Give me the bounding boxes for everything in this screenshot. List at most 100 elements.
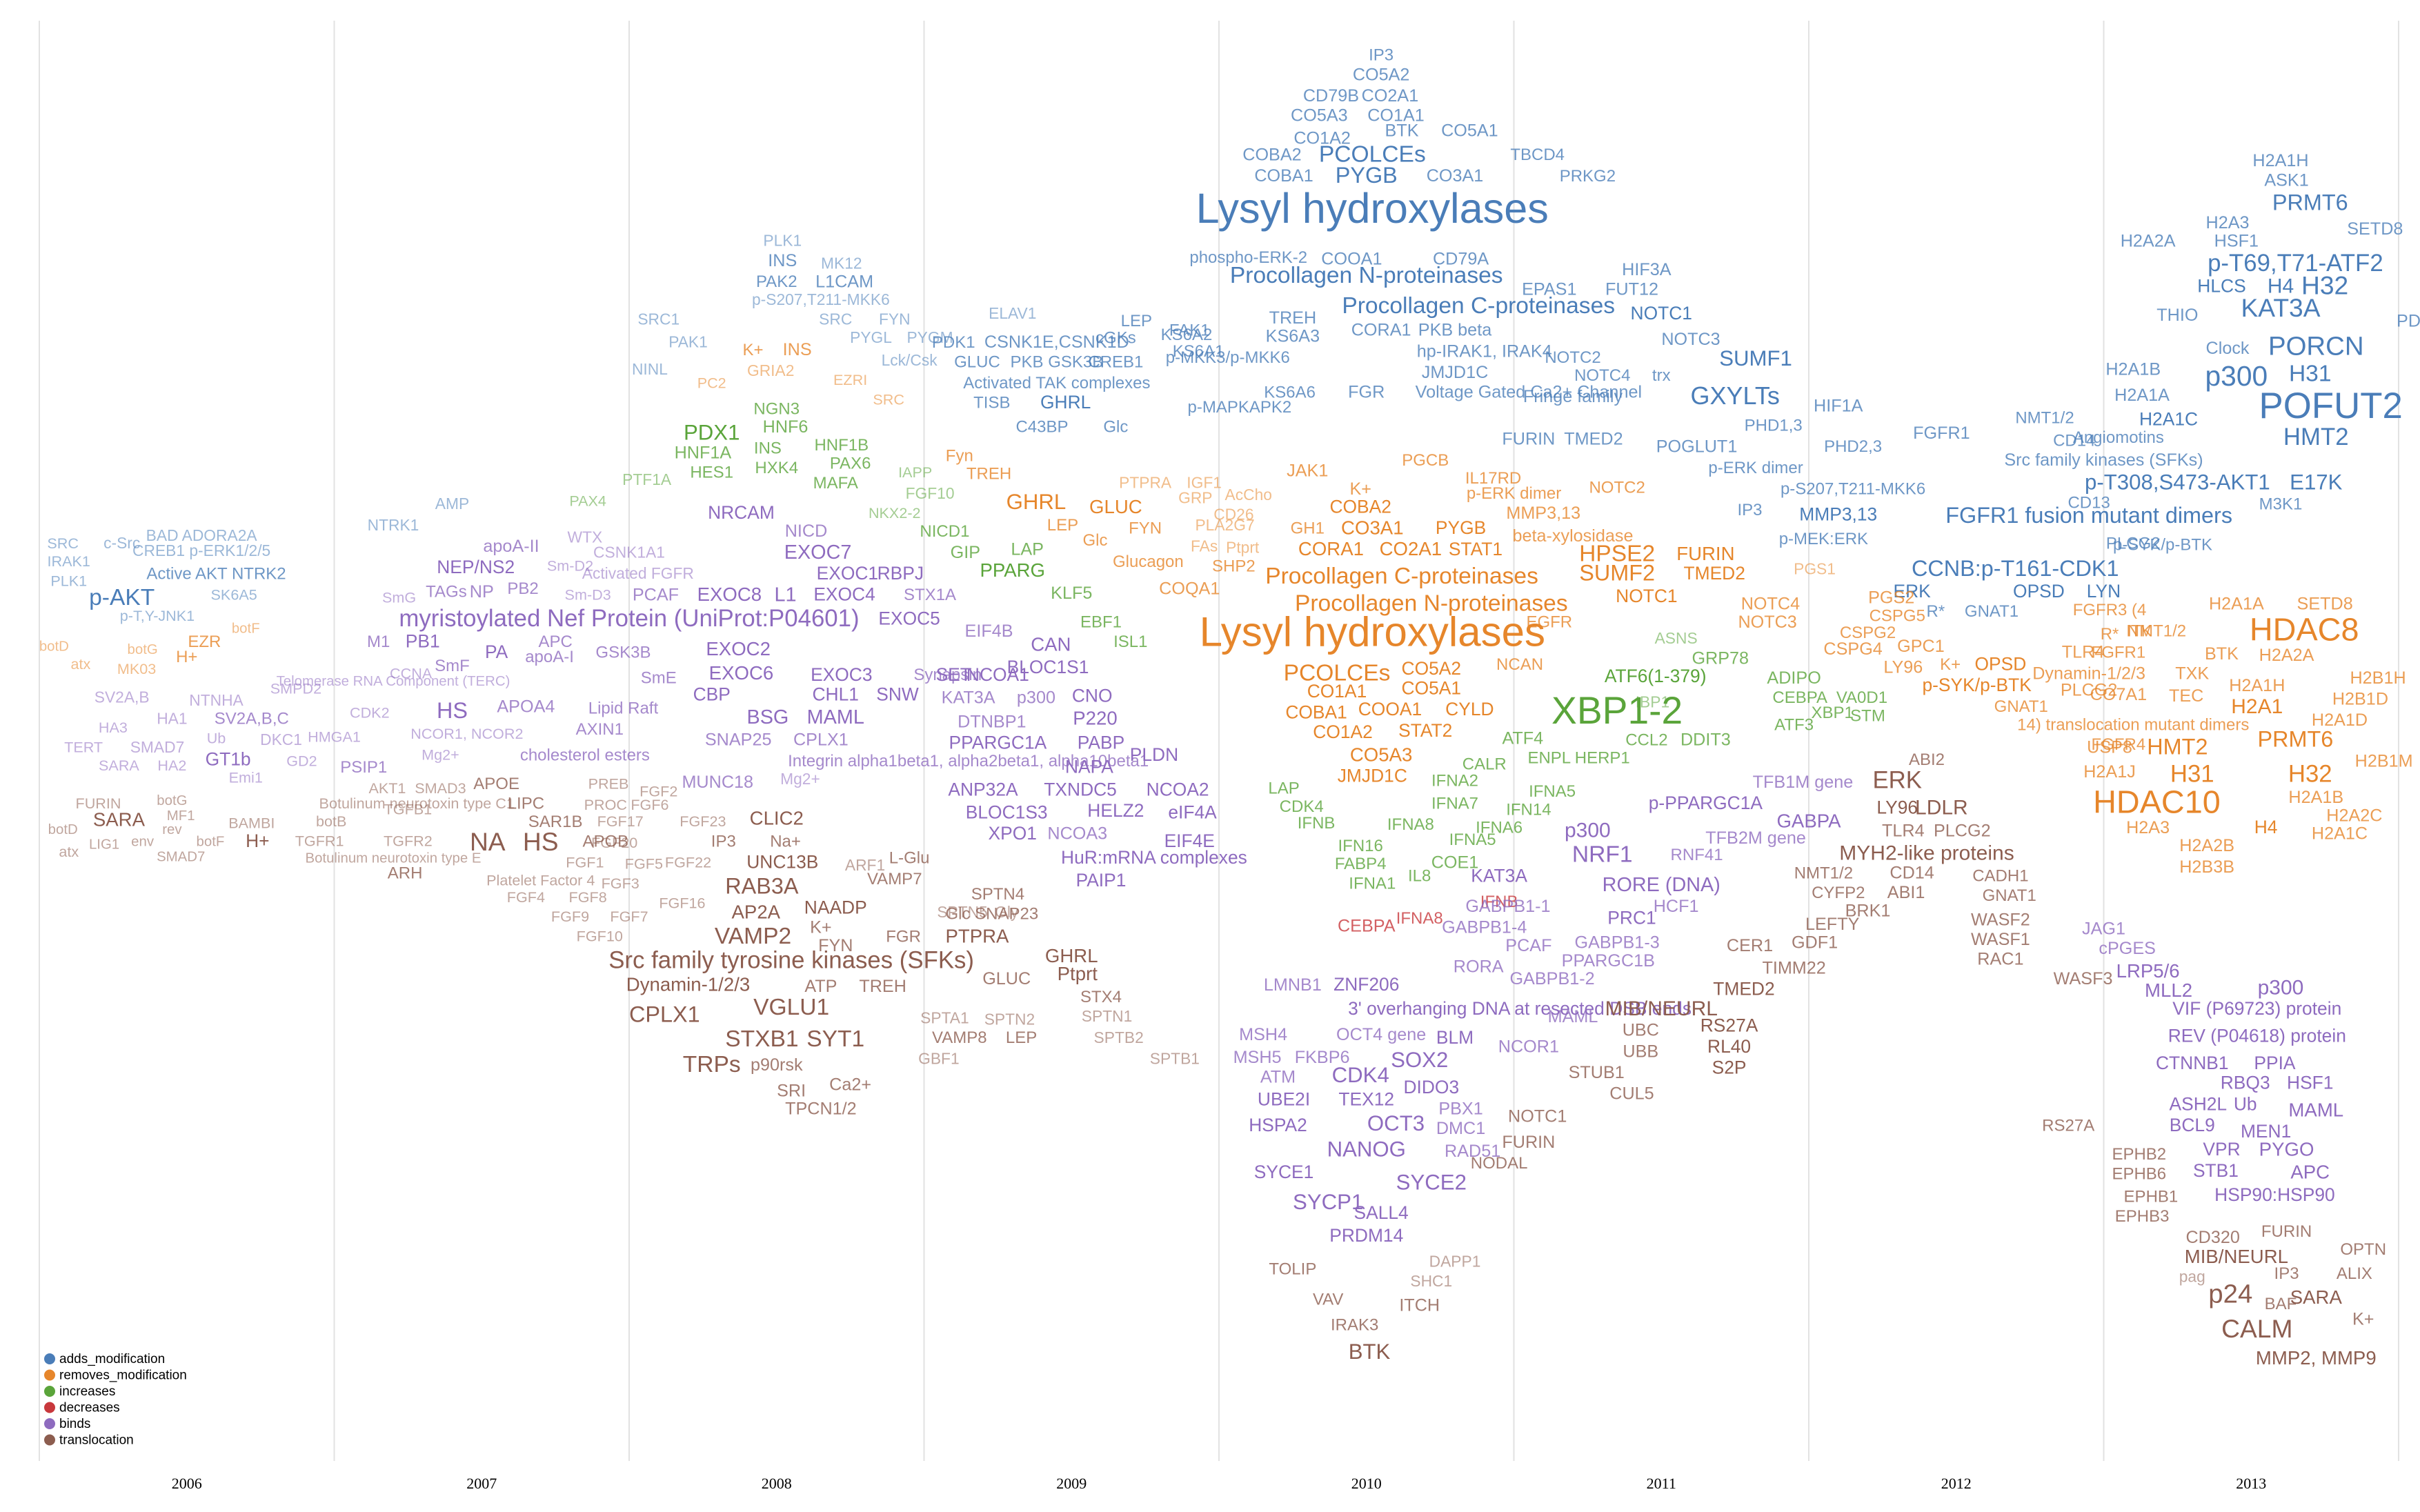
word-mark: CORA1	[1351, 321, 1411, 340]
word-mark: K+	[1940, 655, 1961, 674]
word-mark: KLF5	[1051, 584, 1092, 603]
word-mark: SPTA1	[920, 1008, 969, 1026]
word-mark: NRCAM	[708, 502, 775, 523]
word-mark: TREH	[966, 465, 1011, 484]
word-mark: IFN14	[1506, 800, 1551, 819]
word-mark: WASF2	[1971, 911, 2030, 930]
word-mark: KAT3A	[1471, 865, 1527, 886]
word-mark: CO5A1	[1402, 678, 1462, 699]
word-mark: STX1A	[904, 586, 956, 604]
word-mark: ENPL	[1527, 749, 1571, 768]
word-mark: CO3A1	[1341, 517, 1404, 538]
word-mark: TLR4	[2062, 643, 2105, 662]
word-mark: IFNA1	[1349, 875, 1396, 893]
word-mark: SALL4	[1354, 1202, 1409, 1223]
word-mark: NOTC1	[1631, 303, 1692, 324]
word-mark: H2A2B	[2179, 836, 2234, 855]
word-mark: pag	[2179, 1267, 2205, 1285]
word-mark: MUNC18	[682, 773, 753, 792]
word-mark: PLCG2	[2061, 680, 2118, 699]
word-mark: APOE	[473, 775, 519, 793]
word-mark: HS	[437, 698, 468, 723]
word-mark: CORA1	[1298, 538, 1364, 559]
word-mark: SYCE2	[1396, 1171, 1467, 1195]
word-mark: SUMF1	[1719, 346, 1792, 370]
word-mark: CSNK1A1	[593, 543, 665, 561]
word-mark: GABPB1-2	[1509, 969, 1594, 988]
word-mark: SHP2	[1212, 557, 1256, 575]
word-mark: TEC	[2169, 686, 2203, 706]
word-mark: H2B1D	[2332, 690, 2388, 709]
word-mark: IFNA5	[1449, 830, 1496, 849]
word-mark: LIPC	[508, 794, 544, 813]
word-mark: MIB/NEURL	[1605, 997, 1718, 1020]
word-mark: NAPA	[1065, 757, 1113, 777]
word-mark: CNO	[1072, 685, 1113, 706]
word-mark: SMPD2	[270, 679, 321, 697]
word-mark: COBA1	[1254, 166, 1313, 186]
word-mark: RBQ3	[2221, 1073, 2270, 1093]
word-mark: NTNHA	[189, 691, 244, 709]
word-mark: LEP	[1047, 516, 1078, 535]
word-mark: ARF1	[845, 856, 885, 874]
word-mark: PBX1	[1438, 1100, 1482, 1119]
word-mark: VAMP8	[932, 1028, 987, 1047]
word-mark: PKB GSK3B	[1011, 352, 1104, 371]
word-mark: FGF16	[659, 895, 705, 912]
word-mark: STAT2	[1398, 720, 1452, 741]
word-mark: IL17RD	[1465, 469, 1521, 488]
word-mark: M3K1	[2259, 495, 2303, 513]
word-mark: K+	[810, 918, 832, 937]
word-mark: SRI	[777, 1081, 806, 1100]
word-mark: IFNA5	[1529, 782, 1576, 801]
word-mark: PKB beta	[1418, 321, 1492, 340]
word-mark: CALM	[2221, 1314, 2292, 1343]
word-mark: Lysyl hydroxylases	[1200, 608, 1545, 655]
word-mark: FYN	[879, 310, 911, 328]
word-mark: FGF3	[602, 875, 639, 892]
word-mark: p-ERK dimer	[1467, 484, 1561, 503]
year-tick-label: 2009	[1056, 1475, 1087, 1492]
word-mark: BTK	[2205, 644, 2239, 664]
word-mark: USP8	[2087, 738, 2132, 757]
word-mark: CEBPA	[1338, 916, 1396, 935]
word-mark: EZR	[188, 633, 221, 651]
word-mark: TMED2	[1713, 979, 1774, 999]
legend-swatch	[44, 1402, 55, 1413]
word-mark: EIF4E	[1164, 830, 1215, 851]
word-mark: H2A1A	[2114, 386, 2170, 405]
word-mark: SRC	[47, 535, 79, 552]
legend-label: adds_modification	[59, 1352, 165, 1366]
word-mark: H31	[2170, 761, 2214, 788]
word-mark: OCT3	[1367, 1111, 1425, 1135]
word-mark: p-PPARGC1A	[1649, 793, 1763, 813]
word-mark: FGFR1 fusion mutant dimers	[1945, 503, 2232, 528]
word-mark: PTPRA	[1119, 473, 1172, 491]
word-mark: CREB1 p-ERK1/2/5	[132, 541, 270, 559]
word-mark: DIDO3	[1403, 1077, 1459, 1097]
word-mark: FURIN	[1676, 543, 1734, 564]
word-mark: H2A1J	[2083, 762, 2136, 782]
legend-label: increases	[59, 1384, 115, 1399]
word-mark: OPSD	[1974, 653, 2026, 674]
legend-swatch	[44, 1386, 55, 1397]
word-mark: PYGL	[850, 328, 892, 346]
word-mark: BAD ADORA2A	[146, 526, 258, 544]
word-mark: BLM	[1436, 1027, 1474, 1048]
word-mark: DAPP1	[1429, 1252, 1481, 1270]
word-mark: 3' overhanging DNA at resected DSB ends	[1348, 998, 1692, 1019]
word-mark: KS6A2	[1161, 326, 1213, 344]
legend-swatch	[44, 1353, 55, 1364]
word-mark: GLUC	[982, 969, 1031, 988]
word-mark: ZNF206	[1333, 974, 1399, 995]
word-mark: TFB1M gene	[1753, 773, 1854, 792]
word-mark: Procollagen N-proteinases	[1230, 263, 1503, 288]
word-mark: JMJD1C	[1338, 766, 1407, 786]
word-mark: H2A1	[2231, 695, 2283, 718]
word-mark: PPIA	[2254, 1053, 2296, 1073]
word-mark: H2A1D	[2312, 710, 2368, 730]
year-tick-label: 2012	[1941, 1475, 1972, 1492]
word-mark: L1	[775, 584, 797, 606]
word-mark: GABPA	[1776, 810, 1841, 832]
word-mark: RAD51	[1445, 1142, 1500, 1161]
